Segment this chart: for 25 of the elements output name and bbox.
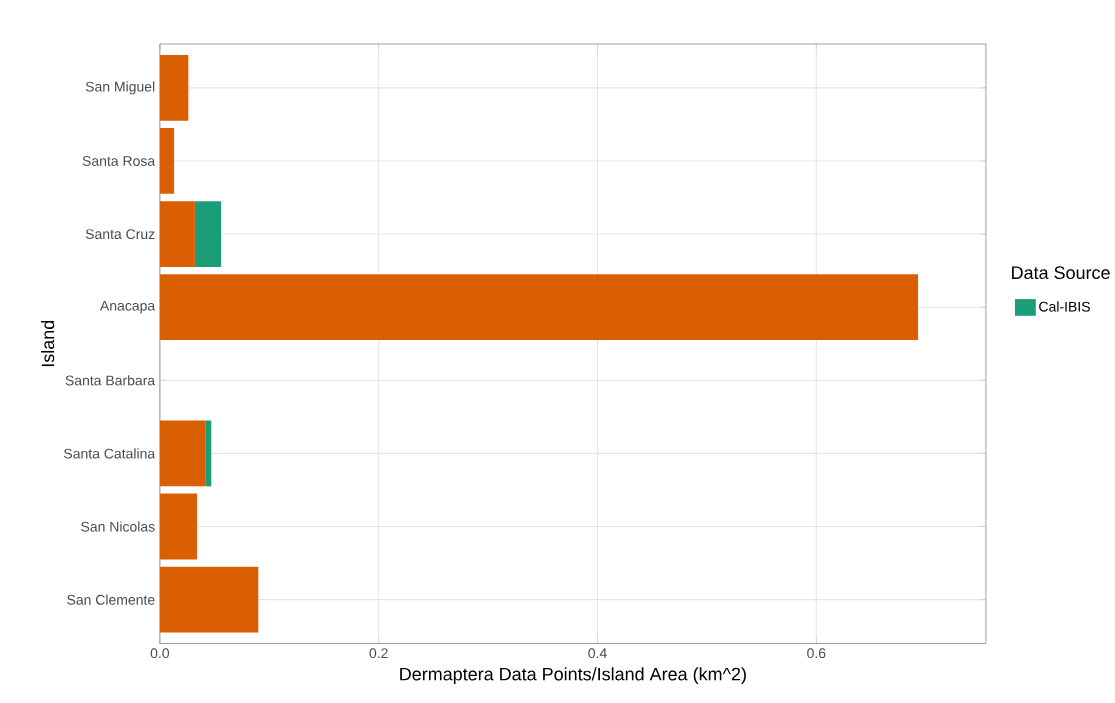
bar — [159, 420, 206, 487]
legend-label: Cal-IBIS — [1039, 301, 1090, 312]
x-axis-title: Dermaptera Data Points/Island Area (km^2) — [400, 667, 746, 684]
x-tick-label: 0.6 — [807, 647, 826, 658]
bar — [205, 420, 212, 487]
legend-title: Data Source — [1012, 266, 1110, 279]
y-tick-label: San Clemente — [67, 594, 155, 605]
x-tick-label: 0.4 — [588, 647, 607, 658]
bar — [159, 493, 198, 560]
bar — [159, 54, 189, 121]
bar — [159, 127, 175, 194]
bar — [159, 566, 259, 633]
bar — [159, 200, 195, 267]
bar — [194, 200, 222, 267]
x-tick-label: 0.0 — [150, 647, 170, 658]
bar — [159, 274, 919, 340]
y-tick-label: Santa Catalina — [64, 448, 156, 459]
y-axis-title: Island — [41, 320, 55, 366]
y-tick-label: Santa Barbara — [65, 374, 156, 386]
x-tick-label: 0.2 — [369, 647, 388, 658]
y-tick-label: Santa Rosa — [82, 155, 156, 166]
y-tick-label: Anacapa — [99, 300, 156, 314]
y-tick-label: San Nicolas — [81, 521, 155, 532]
y-tick-label: San Miguel — [85, 81, 155, 95]
y-tick-label: Santa Cruz — [85, 228, 155, 239]
